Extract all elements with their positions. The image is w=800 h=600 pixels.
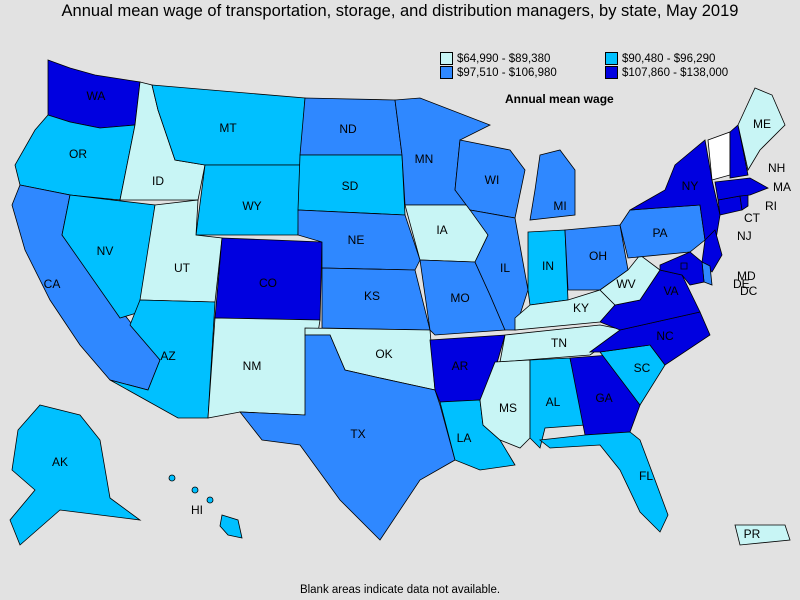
state-label-de: DE [733, 277, 750, 291]
state-label-ga: GA [595, 391, 612, 405]
state-label-ok: OK [375, 347, 392, 361]
map-title: Annual mean wage of transportation, stor… [61, 2, 739, 20]
state-label-ct: CT [744, 211, 761, 225]
state-label-ma: MA [773, 180, 791, 194]
state-label-wa: WA [87, 89, 106, 103]
state-label-tn: TN [551, 336, 567, 350]
state-fl[interactable] [538, 431, 669, 533]
state-label-wy: WY [242, 199, 261, 213]
state-or[interactable] [14, 114, 136, 201]
state-label-or: OR [69, 147, 87, 161]
legend-swatch-3 [440, 66, 453, 79]
state-label-nh: NH [768, 161, 785, 175]
state-label-ak: AK [52, 455, 68, 469]
state-nv[interactable] [61, 194, 156, 319]
state-hi-island-2[interactable] [191, 486, 199, 494]
state-mi[interactable] [529, 149, 576, 221]
state-label-ca: CA [44, 277, 61, 291]
state-label-va: VA [663, 284, 678, 298]
state-nm[interactable] [207, 317, 321, 419]
legend-item-3: $97,510 - $106,980 [440, 66, 557, 79]
state-label-sd: SD [342, 179, 359, 193]
state-label-pa: PA [652, 226, 667, 240]
state-label-la: LA [457, 431, 472, 445]
state-label-ut: UT [174, 261, 191, 275]
state-label-ms: MS [499, 401, 517, 415]
legend-swatch-4 [605, 66, 618, 79]
state-ny[interactable] [629, 139, 721, 246]
state-tx[interactable] [239, 334, 456, 541]
state-label-ny: NY [682, 179, 699, 193]
state-az[interactable] [109, 299, 216, 419]
state-il[interactable] [469, 209, 529, 331]
state-ak[interactable] [9, 404, 142, 546]
legend-label-1: $64,990 - $89,380 [457, 52, 551, 65]
state-hi-island-3[interactable] [206, 496, 214, 504]
state-label-nv: NV [97, 244, 114, 258]
state-label-co: CO [259, 276, 277, 290]
legend-swatch-2 [605, 52, 618, 65]
state-label-wv: WV [616, 277, 635, 291]
state-me[interactable] [737, 87, 786, 172]
state-label-tx: TX [350, 427, 365, 441]
state-label-nm: NM [243, 359, 262, 373]
state-label-nc: NC [656, 329, 674, 343]
state-label-nj: NJ [737, 229, 752, 243]
state-label-id: ID [152, 174, 164, 188]
state-label-fl: FL [639, 469, 653, 483]
state-label-hi: HI [191, 503, 203, 517]
state-label-mt: MT [219, 121, 237, 135]
state-label-az: AZ [160, 349, 175, 363]
state-label-sc: SC [634, 361, 651, 375]
state-label-ri: RI [765, 199, 777, 213]
legend-swatch-1 [440, 52, 453, 65]
state-label-in: IN [542, 259, 554, 273]
legend-label-3: $97,510 - $106,980 [457, 66, 557, 79]
state-label-il: IL [500, 261, 510, 275]
state-label-pr: PR [744, 527, 761, 541]
state-label-oh: OH [589, 249, 607, 263]
state-label-mo: MO [450, 291, 469, 305]
legend-label-2: $90,480 - $96,290 [622, 52, 716, 65]
state-label-nd: ND [339, 122, 357, 136]
state-hi[interactable] [219, 514, 243, 539]
state-label-mn: MN [415, 152, 434, 166]
legend-item-1: $64,990 - $89,380 [440, 52, 550, 65]
state-label-dc: DC [740, 284, 758, 298]
state-hi-island[interactable] [168, 474, 176, 482]
state-label-ar: AR [452, 359, 469, 373]
footnote: Blank areas indicate data not available. [299, 584, 501, 596]
state-label-al: AL [546, 395, 561, 409]
state-vt[interactable] [707, 131, 731, 181]
state-nj[interactable] [701, 229, 723, 273]
state-nh[interactable] [729, 124, 749, 179]
state-pr[interactable] [734, 524, 791, 546]
state-ma[interactable] [714, 177, 769, 201]
state-label-ky: KY [573, 301, 589, 315]
legend-item-2: $90,480 - $96,290 [605, 52, 715, 65]
state-dc[interactable] [680, 262, 688, 270]
state-label-me: ME [753, 117, 771, 131]
legend-label-4: $107,860 - $138,000 [622, 66, 729, 79]
state-label-md: MD [737, 269, 756, 283]
state-label-ia: IA [436, 223, 447, 237]
state-label-ks: KS [364, 289, 380, 303]
legend-title: Annual mean wage [505, 92, 614, 106]
legend-item-4: $107,860 - $138,000 [605, 66, 728, 79]
state-label-mi: MI [553, 199, 566, 213]
state-label-wi: WI [485, 173, 500, 187]
state-label-ne: NE [348, 233, 365, 247]
